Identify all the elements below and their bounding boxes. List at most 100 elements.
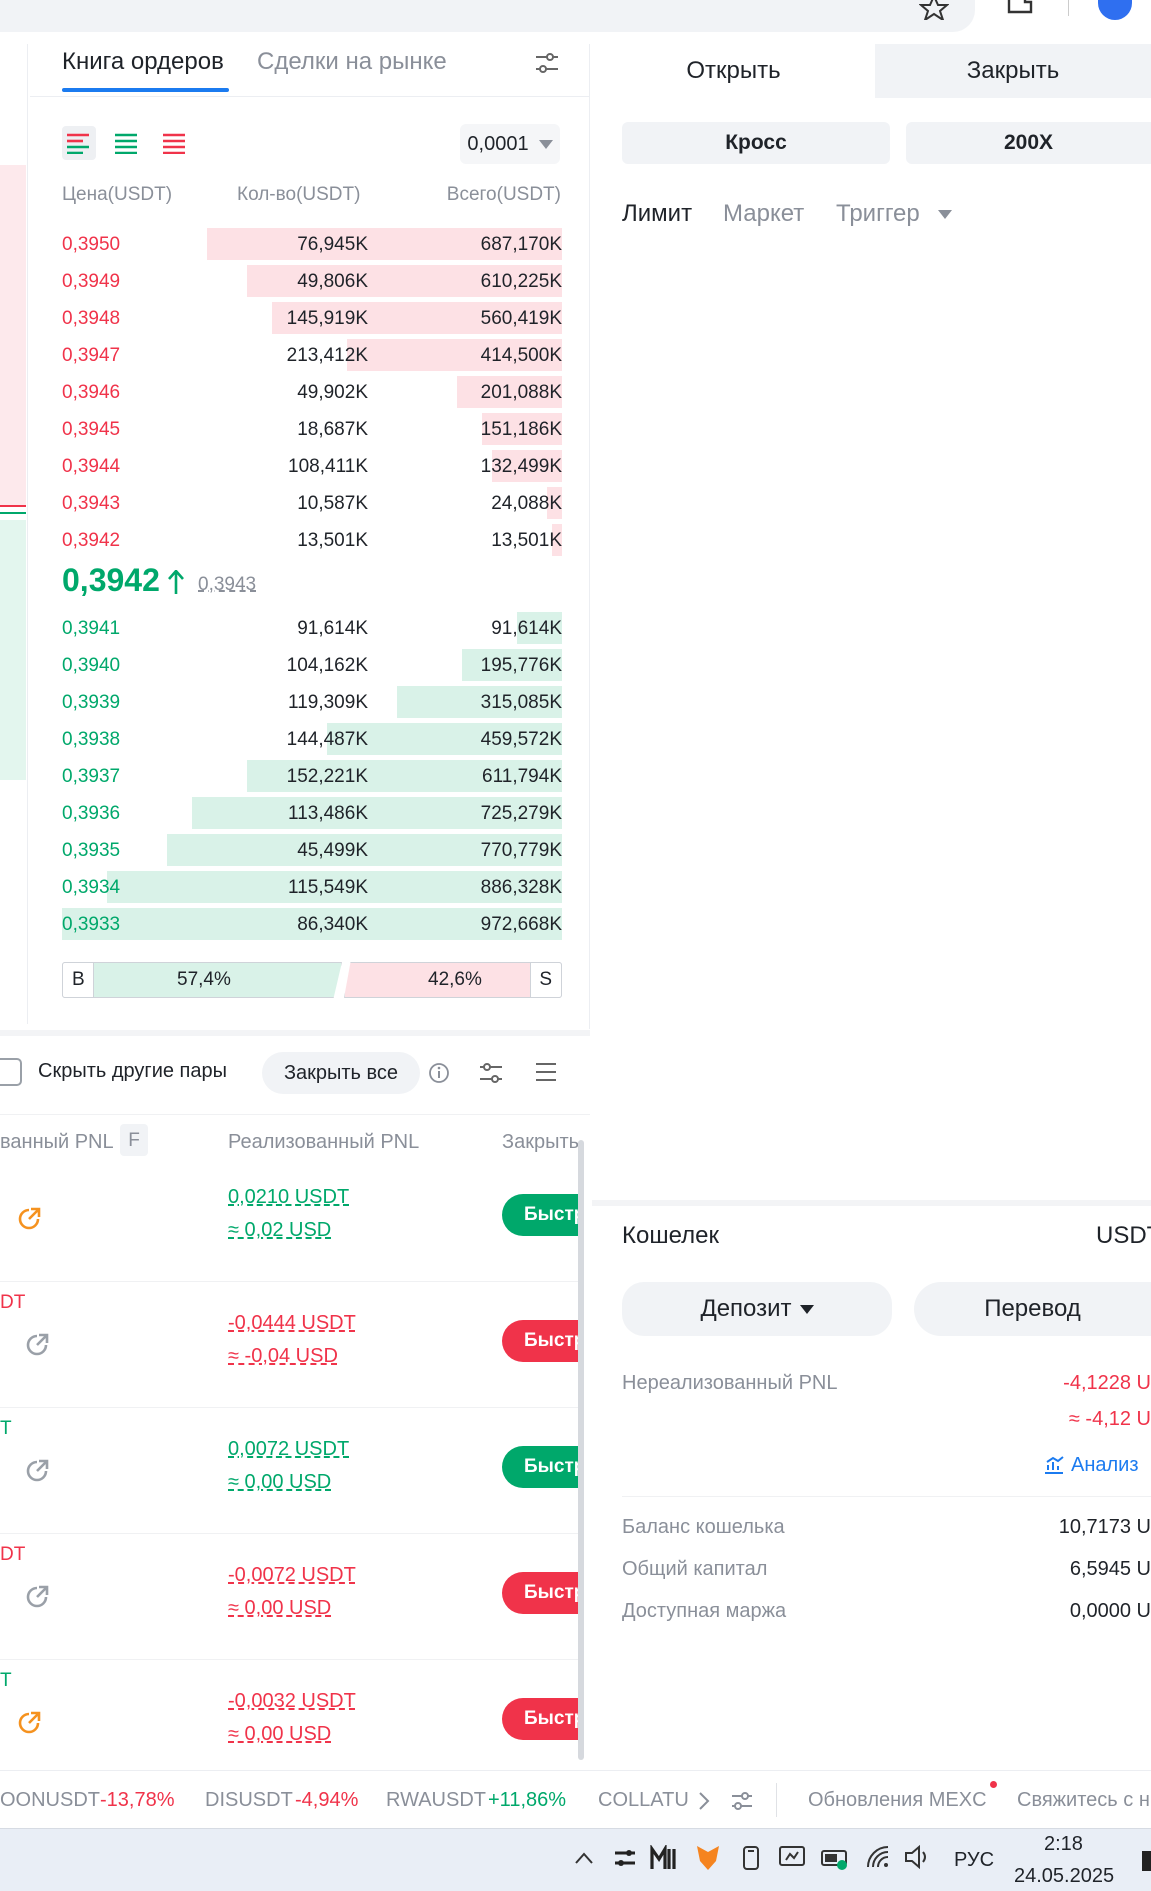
deposit-button[interactable]: Депозит bbox=[622, 1282, 892, 1336]
battery-icon[interactable] bbox=[820, 1845, 850, 1871]
quick-close-button[interactable]: Быстр bbox=[502, 1446, 586, 1488]
realized-pnl-value[interactable]: 0,0072 USDT bbox=[228, 1438, 350, 1460]
updates-link[interactable]: Обновления MEXC bbox=[808, 1789, 987, 1811]
ask-row[interactable]: 0,3942 13,501K 13,501K bbox=[62, 523, 562, 557]
share-external-icon[interactable] bbox=[24, 1584, 50, 1610]
wallet-currency[interactable]: USDT bbox=[1096, 1222, 1151, 1249]
depth-bar bbox=[397, 686, 562, 718]
precision-select[interactable]: 0,0001 bbox=[460, 124, 560, 164]
ticker-symbol[interactable]: COLLATU bbox=[598, 1789, 689, 1811]
ticker-symbol[interactable]: DISUSDT bbox=[205, 1789, 293, 1811]
mark-price[interactable]: 0,3943 bbox=[198, 574, 257, 595]
chevron-right-icon[interactable] bbox=[698, 1791, 710, 1811]
settings-sliders-icon[interactable] bbox=[534, 50, 560, 76]
ask-row[interactable]: 0,3945 18,687K 151,186K bbox=[62, 412, 562, 446]
bookmark-star-icon[interactable] bbox=[919, 0, 949, 20]
share-external-icon[interactable] bbox=[24, 1458, 50, 1484]
tab-close[interactable]: Закрыть bbox=[875, 44, 1151, 98]
app-logo-icon[interactable] bbox=[650, 1845, 680, 1871]
bid-row[interactable]: 0,3933 86,340K 972,668K bbox=[62, 907, 562, 941]
realized-pnl-usd[interactable]: ≈ 0,00 USD bbox=[228, 1471, 332, 1493]
total-cell: 687,170K bbox=[480, 234, 562, 255]
quick-close-button[interactable]: Быстр bbox=[502, 1698, 585, 1740]
profile-avatar[interactable] bbox=[1098, 0, 1132, 20]
device-icon[interactable] bbox=[740, 1845, 762, 1871]
margin-mode-button[interactable]: Кросс bbox=[622, 122, 890, 164]
bid-row[interactable]: 0,3937 152,221K 611,794K bbox=[62, 759, 562, 793]
active-tab-indicator bbox=[62, 88, 229, 92]
share-external-icon[interactable] bbox=[24, 1332, 50, 1358]
order-type-limit[interactable]: Лимит bbox=[622, 200, 693, 227]
clock-time[interactable]: 2:18 bbox=[1044, 1833, 1083, 1855]
volume-icon[interactable] bbox=[904, 1845, 932, 1869]
chevron-up-icon[interactable] bbox=[574, 1851, 594, 1865]
order-type-trigger[interactable]: Триггер bbox=[836, 200, 920, 227]
filter-sliders-icon[interactable] bbox=[478, 1060, 504, 1086]
view-both-button[interactable] bbox=[62, 126, 96, 160]
ask-row[interactable]: 0,3948 145,919K 560,419K bbox=[62, 301, 562, 335]
ask-row[interactable]: 0,3949 49,806K 610,225K bbox=[62, 264, 562, 298]
realized-pnl-usd[interactable]: ≈ -0,04 USD bbox=[228, 1345, 338, 1367]
wallet-panel: Кошелек USDT Депозит Перевод Нереализова… bbox=[592, 1200, 1151, 1760]
network-transfer-icon[interactable] bbox=[612, 1845, 638, 1871]
tab-open[interactable]: Открыть bbox=[592, 44, 875, 98]
realized-pnl-value[interactable]: -0,0032 USDT bbox=[228, 1690, 356, 1712]
header-price: Цена(USDT) bbox=[62, 184, 173, 205]
ticker-symbol[interactable]: RWAUSDT bbox=[386, 1789, 486, 1811]
contact-link[interactable]: Свяжитесь с н bbox=[1017, 1789, 1150, 1811]
positions-scrollbar[interactable] bbox=[578, 1140, 584, 1760]
ask-row[interactable]: 0,3943 10,587K 24,088K bbox=[62, 486, 562, 520]
realized-pnl-usd[interactable]: ≈ 0,02 USD bbox=[228, 1219, 332, 1241]
buy-sell-ratio: B 57,4% 42,6% S bbox=[62, 962, 562, 998]
realized-pnl-value[interactable]: -0,0444 USDT bbox=[228, 1312, 356, 1334]
language-indicator[interactable]: РУС bbox=[954, 1849, 995, 1871]
quick-close-button[interactable]: Быстр bbox=[502, 1194, 585, 1236]
depth-bar bbox=[272, 302, 562, 334]
ask-row[interactable]: 0,3944 108,411K 132,499K bbox=[62, 449, 562, 483]
view-bids-button[interactable] bbox=[110, 126, 144, 160]
quick-close-label: Быстр bbox=[524, 1456, 586, 1477]
price-cell: 0,3943 bbox=[62, 493, 121, 514]
metamask-icon[interactable] bbox=[694, 1843, 722, 1873]
ticker-settings-icon[interactable] bbox=[730, 1789, 754, 1813]
monitor-icon[interactable] bbox=[778, 1845, 806, 1871]
ask-row[interactable]: 0,3950 76,945K 687,170K bbox=[62, 227, 562, 261]
transfer-button[interactable]: Перевод bbox=[914, 1282, 1151, 1336]
caret-down-icon bbox=[799, 1304, 814, 1314]
view-asks-button[interactable] bbox=[158, 126, 192, 160]
realized-pnl-usd[interactable]: ≈ 0,00 USD bbox=[228, 1597, 332, 1619]
show-desktop-edge[interactable] bbox=[1142, 1851, 1151, 1871]
ask-row[interactable]: 0,3946 49,902K 201,088K bbox=[62, 375, 562, 409]
wifi-icon[interactable] bbox=[864, 1843, 892, 1871]
bid-row[interactable]: 0,3940 104,162K 195,776K bbox=[62, 648, 562, 682]
order-type-market[interactable]: Маркет bbox=[723, 200, 805, 227]
bid-row[interactable]: 0,3934 115,549K 886,328K bbox=[62, 870, 562, 904]
realized-pnl-usd[interactable]: ≈ 0,00 USD bbox=[228, 1723, 332, 1745]
bid-row[interactable]: 0,3938 144,487K 459,572K bbox=[62, 722, 562, 756]
leverage-button[interactable]: 200X bbox=[906, 122, 1151, 164]
address-bar[interactable] bbox=[0, 0, 975, 32]
hide-other-pairs-checkbox[interactable] bbox=[0, 1058, 22, 1086]
bid-row[interactable]: 0,3941 91,614K 91,614K bbox=[62, 611, 562, 645]
bid-row[interactable]: 0,3936 113,486K 725,279K bbox=[62, 796, 562, 830]
ticker-symbol[interactable]: OONUSDT bbox=[0, 1789, 100, 1811]
tab-order-book[interactable]: Книга ордеров bbox=[62, 48, 224, 75]
depth-bar bbox=[547, 487, 562, 519]
share-external-icon[interactable] bbox=[16, 1710, 42, 1736]
tab-market-trades[interactable]: Сделки на рынке bbox=[257, 48, 447, 75]
quick-close-button[interactable]: Быстр bbox=[502, 1572, 585, 1614]
ask-row[interactable]: 0,3947 213,412K 414,500K bbox=[62, 338, 562, 372]
bid-row[interactable]: 0,3935 45,499K 770,779K bbox=[62, 833, 562, 867]
share-external-icon[interactable] bbox=[16, 1206, 42, 1232]
quick-close-button[interactable]: Быстр bbox=[502, 1320, 585, 1362]
bid-row[interactable]: 0,3939 119,309K 315,085K bbox=[62, 685, 562, 719]
menu-icon[interactable] bbox=[534, 1060, 558, 1084]
col-f-badge[interactable]: F bbox=[120, 1124, 148, 1156]
analysis-link[interactable]: Анализ bbox=[1071, 1454, 1139, 1476]
clock-date[interactable]: 24.05.2025 bbox=[1014, 1865, 1115, 1887]
extensions-icon[interactable] bbox=[1005, 0, 1035, 18]
realized-pnl-value[interactable]: 0,0210 USDT bbox=[228, 1186, 350, 1208]
close-all-button[interactable]: Закрыть все bbox=[262, 1052, 420, 1094]
info-icon[interactable] bbox=[428, 1062, 450, 1084]
realized-pnl-value[interactable]: -0,0072 USDT bbox=[228, 1564, 356, 1586]
